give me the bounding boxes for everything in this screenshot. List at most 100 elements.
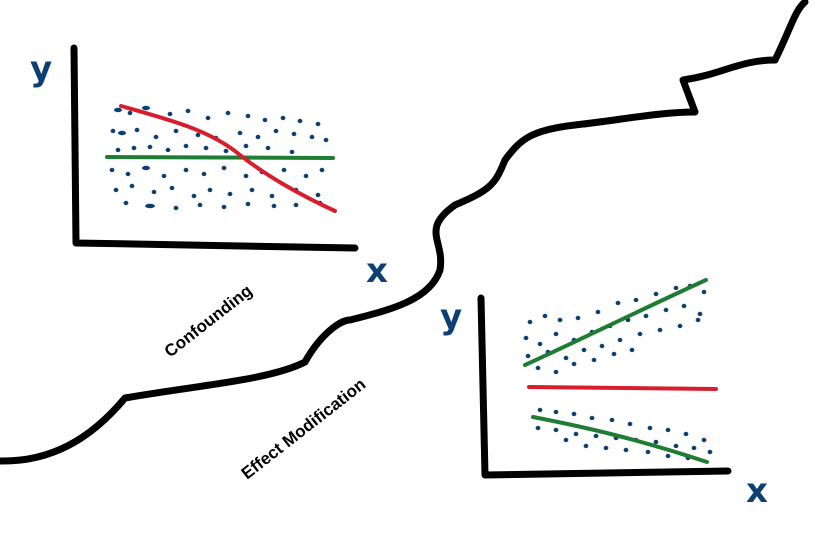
- scatter-dot: [127, 110, 133, 116]
- scatter-dot: [309, 134, 315, 140]
- scatter-dot: [673, 443, 679, 449]
- scatter-dot: [537, 341, 543, 347]
- scatter-dot: [195, 132, 201, 138]
- scatter-dot: [629, 347, 635, 353]
- right-x-axis-label: x: [746, 471, 768, 511]
- scatter-dot: [223, 148, 229, 154]
- scatter-dot: [203, 145, 209, 151]
- scatter-dot: [303, 173, 309, 179]
- scatter-dot: [603, 445, 609, 451]
- scatter-dot: [557, 317, 563, 323]
- scatter-dot: [527, 319, 533, 325]
- scatter-dot: [147, 144, 153, 150]
- right-axes: [477, 294, 732, 479]
- scatter-dot: [599, 343, 605, 349]
- scatter-dot: [129, 183, 135, 189]
- scatter-dot: [131, 145, 137, 151]
- scatter-dot: [319, 167, 325, 173]
- scatter-dot: [142, 105, 150, 111]
- scatter-dot: [553, 427, 559, 433]
- scatter-dot: [611, 351, 617, 357]
- scatter-dot: [165, 147, 171, 153]
- scatter-dot: [643, 313, 649, 319]
- scatter-dot: [323, 137, 329, 143]
- scatter-dot: [677, 323, 683, 329]
- scatter-dot: [615, 300, 621, 306]
- right-y-axis-label: y: [440, 297, 462, 337]
- scatter-dot: [691, 445, 697, 451]
- scatter-dot: [134, 127, 140, 133]
- scatter-dot: [315, 121, 321, 127]
- scatter-dot: [637, 331, 643, 337]
- scatter-dot: [657, 327, 663, 333]
- left-axes: [70, 44, 359, 252]
- divider-curve: [0, 0, 809, 465]
- scatter-dot: [683, 431, 689, 437]
- scatter-dot: [593, 433, 599, 439]
- scatter-dot: [573, 431, 579, 437]
- scatter-dot: [697, 311, 703, 317]
- scatter-dot: [665, 453, 671, 459]
- scatter-dot: [118, 130, 126, 136]
- scatter-dot: [627, 421, 633, 427]
- scatter-dot: [701, 437, 707, 443]
- left-scatter-dots: [109, 105, 329, 211]
- scatter-dot: [591, 357, 597, 363]
- scatter-dot: [563, 355, 569, 361]
- scatter-dot: [145, 203, 155, 209]
- scatter-dot: [645, 449, 651, 455]
- scatter-dot: [167, 111, 173, 117]
- scatter-dot: [109, 167, 115, 173]
- scatter-dot: [243, 173, 249, 179]
- left-red-line: [119, 104, 337, 213]
- scatter-dot: [125, 171, 131, 177]
- scatter-dot: [563, 437, 569, 443]
- scatter-dot: [183, 143, 189, 149]
- scatter-dot: [553, 369, 559, 375]
- scatter-dot: [695, 317, 701, 323]
- left-panel: y x: [30, 44, 388, 291]
- scatter-dot: [623, 447, 629, 453]
- scatter-dot: [225, 110, 231, 116]
- scatter-dot: [535, 425, 541, 431]
- scatter-dot: [617, 337, 623, 343]
- scatter-dot: [663, 307, 669, 313]
- scatter-dot: [243, 143, 249, 149]
- scatter-dot: [647, 425, 653, 431]
- scatter-dot: [673, 285, 679, 291]
- scatter-dot: [707, 449, 713, 455]
- scatter-dot: [280, 115, 286, 121]
- effect-modification-label: Effect Modification: [238, 375, 370, 484]
- scatter-dot: [537, 407, 543, 413]
- scatter-dot: [289, 149, 295, 155]
- scatter-dot: [185, 108, 191, 114]
- scatter-dot: [173, 205, 179, 211]
- scatter-dot: [110, 128, 116, 134]
- scatter-dot: [273, 128, 279, 134]
- scatter-dot: [595, 309, 601, 315]
- right-lower-green-line: [531, 415, 709, 464]
- right-red-line: [527, 385, 718, 391]
- scatter-dot: [293, 202, 299, 208]
- scatter-dot: [201, 171, 207, 177]
- scatter-dot: [701, 289, 707, 295]
- scatter-dot: [183, 167, 189, 173]
- scatter-dot: [281, 167, 287, 173]
- scatter-dot: [315, 192, 321, 198]
- scatter-dot: [633, 297, 639, 303]
- scatter-dot: [245, 201, 251, 207]
- right-scatter-dots: [523, 283, 713, 461]
- scatter-dot: [249, 187, 255, 193]
- scatter-dot: [265, 145, 271, 151]
- scatter-dot: [227, 191, 233, 197]
- scatter-dot: [161, 173, 167, 179]
- scatter-dot: [115, 147, 121, 153]
- scatter-dot: [581, 347, 587, 353]
- right-upper-green-line: [523, 278, 708, 367]
- scatter-dot: [665, 427, 671, 433]
- scatter-dot: [262, 117, 268, 123]
- scatter-dot: [575, 315, 581, 321]
- scatter-dot: [221, 204, 227, 210]
- scatter-dot: [113, 187, 119, 193]
